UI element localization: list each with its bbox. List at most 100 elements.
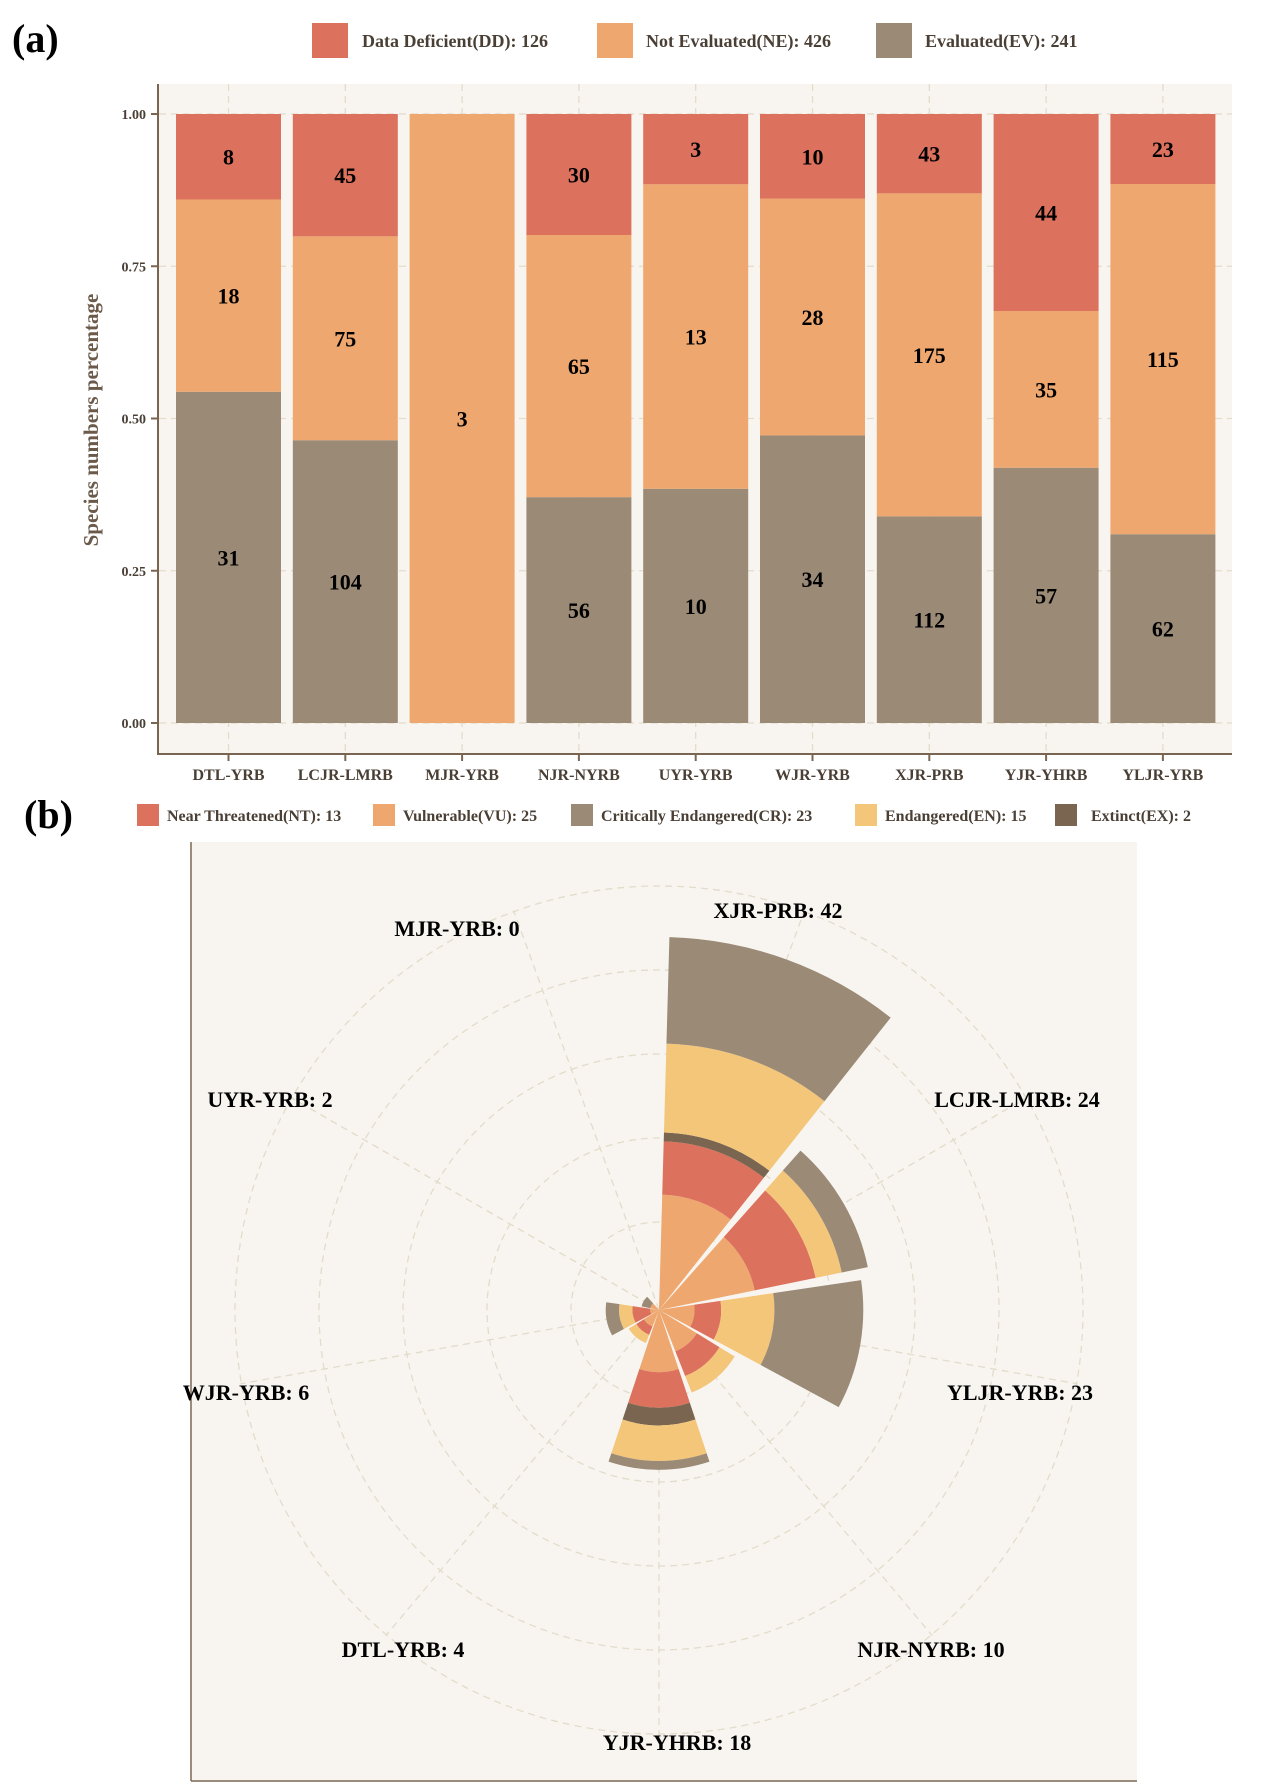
bar-lcjr-lmrb-ev bbox=[292, 440, 398, 723]
polar-chart-panel: XJR-PRB: 42 LCJR-LMRB: 24 YLJR-YRB: 23 NJR-… bbox=[183, 842, 1137, 1782]
bar-yjr-yhrb-ne bbox=[993, 311, 1099, 468]
bar-yljr-yrb-dd bbox=[1110, 114, 1216, 185]
data-label-xjr-prb-ne: 175 bbox=[913, 343, 946, 368]
wedge-segment-yljr-yrb-vu bbox=[659, 1304, 695, 1327]
bars-a: 31 18 8 104 75 45 3 56 65 30 10 13 3 34 28 10 112 175 43 57… bbox=[176, 114, 1216, 723]
x-tick-label: UYR-YRB bbox=[659, 767, 733, 784]
wedge-segment-xjr-prb-nt bbox=[662, 1141, 764, 1220]
data-label-yjr-yhrb-dd: 44 bbox=[1035, 201, 1057, 226]
legend-item-ne: Not Evaluated(NE): 426 bbox=[597, 23, 831, 58]
x-tick-label: XJR-PRB bbox=[895, 767, 964, 784]
wedge-segment-yjr-yhrb-vu bbox=[639, 1310, 679, 1373]
legend-swatch bbox=[1055, 804, 1077, 826]
bar-njr-nyrb-dd bbox=[526, 114, 632, 235]
bar-stack-wjr-yrb: 34 28 10 bbox=[760, 114, 865, 723]
legend-label: Critically Endangered(CR): 23 bbox=[601, 808, 812, 825]
panel-b-label: (b) bbox=[24, 792, 73, 837]
wedge-segment-yljr-yrb-cr bbox=[760, 1280, 864, 1408]
bar-njr-nyrb-ne bbox=[526, 234, 632, 498]
wedge-dtl-yrb bbox=[628, 1310, 659, 1344]
wedge-yjr-yhrb bbox=[608, 1310, 710, 1470]
grid-spoke bbox=[385, 1309, 660, 1636]
wedge-segment-njr-nyrb-en bbox=[685, 1347, 735, 1393]
data-label-lcjr-lmrb-dd: 45 bbox=[334, 163, 356, 188]
y-tick-label: 0.75 bbox=[122, 260, 147, 275]
bar-xjr-prb-ev bbox=[876, 516, 982, 723]
bar-stack-yljr-yrb: 62 115 23 bbox=[1110, 114, 1216, 723]
polar-category-label-njr-nyrb: NJR-NYRB: 10 bbox=[857, 1637, 1004, 1662]
wedge-segment-xjr-prb-vu bbox=[659, 1194, 731, 1310]
bar-chart-panel: 31 18 8 104 75 45 3 56 65 30 10 13 3 34 28 10 112 175 43 57… bbox=[79, 84, 1232, 784]
bar-stack-yjr-yhrb: 57 35 44 bbox=[993, 114, 1099, 723]
polar-category-label-dtl-yrb: DTL-YRB: 4 bbox=[342, 1637, 465, 1662]
legend-swatch bbox=[876, 23, 912, 58]
wedge-segment-yjr-yhrb-en bbox=[611, 1419, 707, 1461]
x-tick-label: YJR-YHRB bbox=[1005, 767, 1088, 784]
wedge-segment-yljr-yrb-en bbox=[713, 1293, 775, 1365]
bar-dtl-yrb-ne bbox=[176, 199, 281, 392]
bar-yljr-yrb-ne bbox=[1110, 184, 1216, 535]
wedge-xjr-prb bbox=[659, 937, 891, 1310]
bar-stack-xjr-prb: 112 175 43 bbox=[876, 114, 982, 723]
y-tick-label: 0.50 bbox=[122, 413, 147, 428]
wedge-segment-yjr-yhrb-nt bbox=[628, 1368, 690, 1408]
bar-uyr-yrb-dd bbox=[643, 114, 749, 185]
legend-swatch bbox=[312, 23, 348, 58]
data-label-wjr-yrb-ne: 28 bbox=[802, 305, 824, 330]
polar-category-label-wjr-yrb: WJR-YRB: 6 bbox=[183, 1380, 310, 1405]
bar-njr-nyrb-ev bbox=[526, 497, 632, 723]
x-ticks-a: DTL-YRB LCJR-LMRB MJR-YRB NJR-NYRB UYR-YRB WJ… bbox=[192, 754, 1204, 784]
panel-a-label: (a) bbox=[12, 16, 59, 61]
legend-label: Endangered(EN): 15 bbox=[885, 808, 1027, 825]
bar-dtl-yrb-ev bbox=[176, 391, 281, 723]
bar-stack-dtl-yrb: 31 18 8 bbox=[176, 114, 281, 723]
bar-yjr-yhrb-ev bbox=[993, 467, 1099, 723]
y-ticks-a: 0.00 0.25 0.50 0.75 1.00 bbox=[122, 108, 158, 732]
wedge-segment-njr-nyrb-nt bbox=[675, 1333, 720, 1377]
legend-b-item-en: Endangered(EN): 15 bbox=[855, 804, 1027, 826]
wedge-segment-lcjr-lmrb-nt bbox=[723, 1190, 816, 1291]
grid-spoke bbox=[658, 1309, 933, 1636]
legend-item-ev: Evaluated(EV): 241 bbox=[876, 23, 1078, 58]
wedge-segment-wjr-yrb-en bbox=[619, 1304, 636, 1330]
wedge-uyr-yrb bbox=[641, 1296, 659, 1310]
data-label-yjr-yhrb-ne: 35 bbox=[1035, 377, 1057, 402]
bar-xjr-prb-dd bbox=[876, 114, 982, 194]
wedge-segment-xjr-prb-en bbox=[663, 1043, 825, 1171]
y-axis-label: Species numbers percentage bbox=[79, 294, 103, 547]
legend-b-item-vu: Vulnerable(VU): 25 bbox=[373, 804, 537, 826]
data-label-njr-nyrb-ne: 65 bbox=[568, 354, 590, 379]
legend-b-item-nt: Near Threatened(NT): 13 bbox=[137, 804, 341, 826]
wedge-segment-dtl-yrb-en bbox=[628, 1323, 650, 1344]
data-label-yljr-yrb-ne: 115 bbox=[1147, 347, 1179, 372]
wedge-segment-lcjr-lmrb-vu bbox=[659, 1236, 755, 1310]
bar-xjr-prb-ne bbox=[876, 193, 982, 517]
polar-category-label-lcjr-lmrb: LCJR-LMRB: 24 bbox=[934, 1087, 1100, 1112]
wedges-b bbox=[605, 937, 891, 1470]
data-label-xjr-prb-dd: 43 bbox=[918, 142, 940, 167]
grid-spoke bbox=[513, 910, 660, 1311]
bar-lcjr-lmrb-ne bbox=[292, 236, 398, 441]
polar-category-label-mjr-yrb: MJR-YRB: 0 bbox=[394, 916, 519, 941]
bar-wjr-yrb-ev bbox=[760, 435, 865, 723]
wedge-segment-yjr-yhrb-ex bbox=[622, 1402, 696, 1426]
data-label-yjr-yhrb-ev: 57 bbox=[1035, 583, 1057, 608]
bar-yljr-yrb-ev bbox=[1110, 534, 1216, 723]
bar-uyr-yrb-ev bbox=[643, 488, 749, 723]
polar-category-label-yjr-yhrb: YJR-YHRB: 18 bbox=[603, 1730, 752, 1755]
x-tick-label: LCJR-LMRB bbox=[298, 767, 393, 784]
bar-mjr-yrb-ne bbox=[409, 114, 515, 723]
bar-yjr-yhrb-dd bbox=[993, 114, 1099, 312]
data-label-yljr-yrb-ev: 62 bbox=[1152, 617, 1174, 642]
wedge-segment-wjr-yrb-cr bbox=[605, 1302, 624, 1336]
data-label-uyr-yrb-ne: 13 bbox=[685, 325, 707, 350]
wedge-segment-dtl-yrb-vu bbox=[643, 1310, 659, 1327]
bar-stack-mjr-yrb: 3 bbox=[409, 114, 515, 723]
wedge-njr-nyrb bbox=[659, 1310, 735, 1393]
legend-a: Data Deficient(DD): 126 Not Evaluated(NE)… bbox=[312, 23, 1078, 58]
legend-swatch bbox=[855, 804, 877, 826]
x-tick-label: MJR-YRB bbox=[425, 767, 499, 784]
legend-b-item-ex: Extinct(EX): 2 bbox=[1055, 804, 1191, 826]
bar-stack-njr-nyrb: 56 65 30 bbox=[526, 114, 632, 723]
